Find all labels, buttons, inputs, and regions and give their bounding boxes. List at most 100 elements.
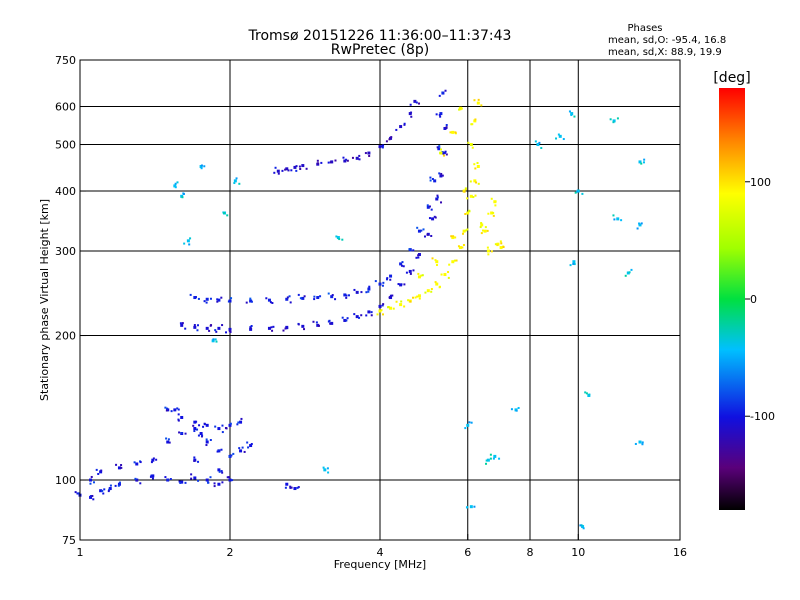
data-point-echo	[221, 481, 224, 484]
data-point-echo	[609, 118, 612, 121]
data-point	[486, 458, 490, 462]
data-point	[417, 294, 421, 298]
data-point-echo	[196, 428, 199, 431]
data-point-echo	[296, 486, 299, 489]
data-point-echo	[284, 486, 287, 489]
data-point	[217, 468, 221, 472]
data-point	[117, 466, 121, 470]
data-point-echo	[388, 138, 391, 141]
data-point-echo	[440, 148, 443, 151]
data-point-echo	[176, 181, 179, 184]
data-point-echo	[229, 422, 232, 425]
data-point-echo	[288, 295, 291, 298]
data-point	[462, 229, 466, 233]
data-point-echo	[482, 229, 485, 232]
data-point	[466, 211, 470, 215]
data-point-echo	[562, 138, 565, 141]
data-point-echo	[382, 303, 385, 306]
data-point	[193, 296, 197, 300]
data-point-echo	[584, 391, 587, 394]
data-point-echo	[612, 121, 615, 124]
data-point-echo	[385, 278, 388, 281]
data-point	[490, 211, 494, 215]
data-point-echo	[502, 246, 505, 249]
data-point	[458, 246, 462, 250]
data-point-echo	[195, 420, 198, 423]
data-point-echo	[405, 271, 408, 274]
data-point-echo	[424, 291, 427, 294]
data-point-echo	[370, 314, 373, 317]
data-point-echo	[155, 458, 158, 461]
data-point-echo	[205, 444, 208, 447]
colorbar-label: [deg]	[713, 70, 750, 86]
data-point-echo	[416, 226, 419, 229]
data-point-echo	[303, 295, 306, 298]
data-point-echo	[580, 524, 583, 527]
data-point-echo	[464, 427, 467, 430]
data-point-echo	[477, 182, 480, 185]
y-axis-label: Stationary phase Virtual Height [km]	[38, 199, 51, 401]
data-point-echo	[467, 141, 470, 144]
data-point-echo	[297, 486, 300, 489]
data-point-echo	[410, 115, 413, 118]
data-point	[117, 482, 121, 486]
data-point-echo	[290, 169, 293, 172]
data-point-echo	[177, 413, 180, 416]
data-point	[267, 326, 271, 330]
data-point	[435, 197, 439, 201]
data-point-echo	[272, 325, 275, 328]
data-point-echo	[221, 471, 224, 474]
data-point-echo	[616, 117, 619, 120]
data-point-echo	[440, 201, 443, 204]
data-point-echo	[458, 108, 461, 111]
data-point	[439, 112, 443, 116]
chart-title: Tromsø 20151226 11:36:00–11:37:43	[248, 28, 512, 44]
data-point-echo	[203, 165, 206, 168]
data-point-echo	[474, 167, 477, 170]
data-point-echo	[389, 294, 392, 297]
data-point-echo	[209, 439, 212, 442]
data-point-echo	[313, 298, 316, 301]
data-point-echo	[430, 208, 433, 211]
data-point-echo	[449, 131, 452, 134]
data-point-echo	[297, 293, 300, 296]
data-point-echo	[374, 280, 377, 283]
data-point-echo	[220, 448, 223, 451]
colorbar-tick-label: 0	[750, 293, 757, 306]
data-point	[576, 189, 580, 193]
data-point-echo	[496, 244, 499, 247]
data-point-echo	[215, 330, 218, 333]
data-point-echo	[638, 222, 641, 225]
data-point	[476, 101, 480, 105]
data-point-echo	[351, 156, 354, 159]
data-point-echo	[365, 291, 368, 294]
data-point-echo	[329, 161, 332, 164]
data-point-echo	[444, 150, 447, 153]
data-point	[431, 217, 435, 221]
data-point-echo	[438, 172, 441, 175]
data-point-echo	[485, 459, 488, 462]
data-point-echo	[391, 294, 394, 297]
data-point-echo	[346, 317, 349, 320]
data-point	[205, 297, 209, 301]
data-point-echo	[471, 146, 474, 149]
data-point-echo	[250, 300, 253, 303]
data-point-echo	[216, 298, 219, 301]
data-point-echo	[200, 164, 203, 167]
data-point-echo	[431, 257, 434, 260]
data-point-echo	[429, 179, 432, 182]
data-point-echo	[395, 300, 398, 303]
data-point-echo	[473, 163, 476, 166]
data-point-echo	[315, 321, 318, 324]
data-point	[135, 462, 139, 466]
data-point-echo	[338, 238, 341, 241]
data-point-echo	[640, 222, 643, 225]
data-point	[367, 310, 371, 314]
chart-subtitle: RwPretec (8p)	[331, 42, 429, 58]
data-point-echo	[440, 172, 443, 175]
data-point-echo	[218, 470, 221, 473]
data-point	[437, 147, 441, 151]
data-point-echo	[489, 453, 492, 456]
data-point-echo	[613, 218, 616, 221]
data-point-echo	[245, 301, 248, 304]
